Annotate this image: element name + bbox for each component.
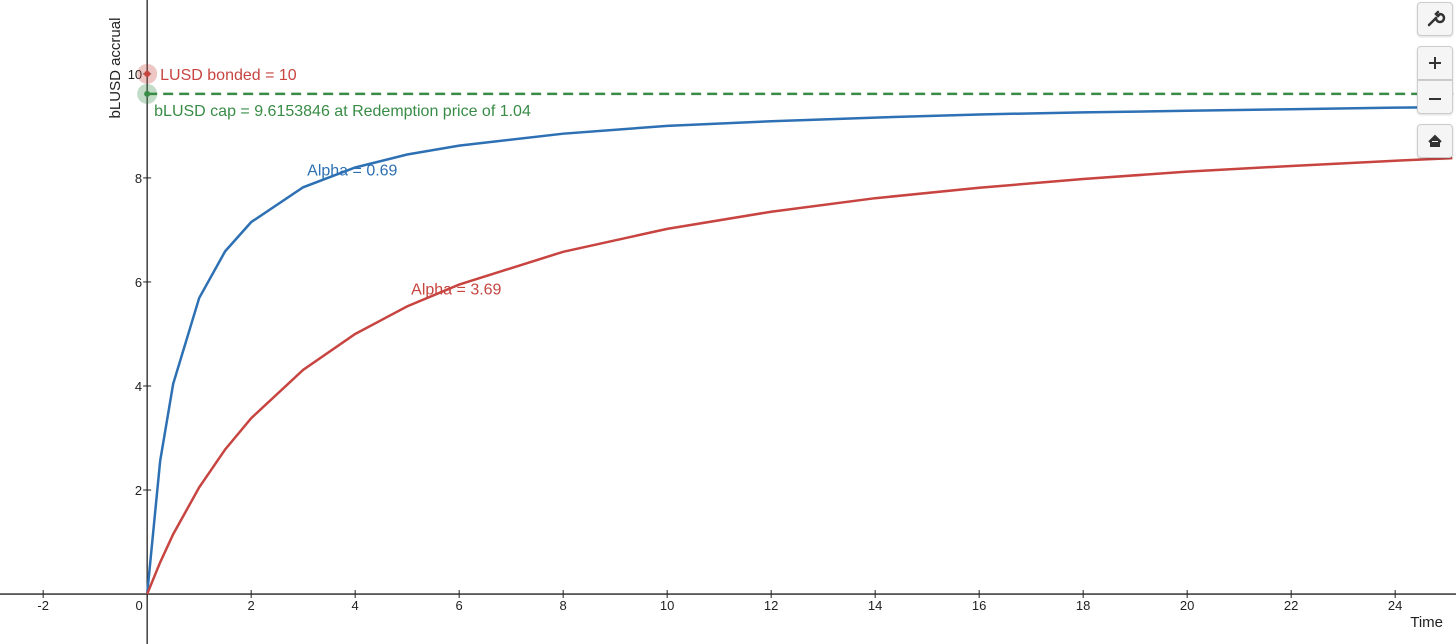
point <box>144 90 151 97</box>
home-icon <box>1428 134 1442 147</box>
x-tick-label: 6 <box>456 598 463 613</box>
plus-icon <box>1429 57 1441 69</box>
point-label: bLUSD cap = 9.6153846 at Redemption pric… <box>154 103 531 120</box>
point-label: LUSD bonded = 10 <box>160 67 297 84</box>
y-tick-label: 2 <box>135 483 142 498</box>
home-button[interactable] <box>1417 124 1453 158</box>
x-tick-label: 18 <box>1076 598 1090 613</box>
minus-icon <box>1429 98 1441 100</box>
x-tick-label: 2 <box>248 598 255 613</box>
x-tick-label: 16 <box>972 598 986 613</box>
x-tick-label: -2 <box>37 598 49 613</box>
x-tick-label: 22 <box>1284 598 1298 613</box>
x-tick-label: 12 <box>764 598 778 613</box>
curve-label: Alpha = 0.69 <box>307 163 397 180</box>
x-tick-label: 20 <box>1180 598 1194 613</box>
x-tick-label: 4 <box>352 598 359 613</box>
x-tick-label: 14 <box>868 598 882 613</box>
x-tick-label: 10 <box>660 598 674 613</box>
curve-label: Alpha = 3.69 <box>411 282 501 299</box>
y-tick-label: 10 <box>128 67 142 82</box>
point <box>144 70 151 77</box>
y-tick-label: 4 <box>135 379 142 394</box>
y-tick-label: 6 <box>135 275 142 290</box>
x-tick-label: 0 <box>136 598 143 613</box>
wrench-icon <box>1427 10 1446 27</box>
zoom-out-button[interactable] <box>1417 80 1453 114</box>
settings-button[interactable] <box>1417 2 1453 36</box>
x-axis-label: Time <box>1410 614 1443 631</box>
x-tick-label: 8 <box>560 598 567 613</box>
zoom-in-button[interactable] <box>1417 46 1453 80</box>
curve <box>146 156 1453 595</box>
x-tick-label: 24 <box>1388 598 1402 613</box>
curve <box>145 105 1453 595</box>
y-axis-label: bLUSD accrual <box>107 18 124 119</box>
y-tick-label: 8 <box>135 171 142 186</box>
